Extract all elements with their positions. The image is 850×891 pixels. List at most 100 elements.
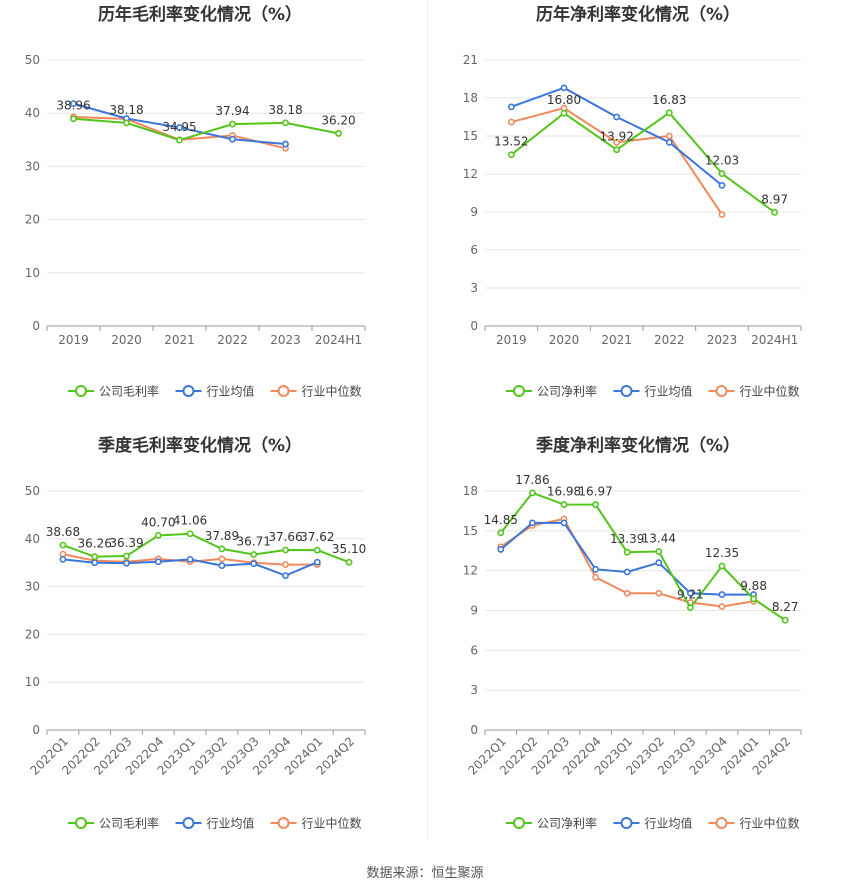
data-point-avg bbox=[91, 559, 99, 567]
data-point-company bbox=[781, 616, 789, 624]
data-point-company bbox=[91, 553, 99, 561]
x-tick-label: 2020 bbox=[549, 333, 580, 347]
legend-item-company: 公司毛利率 bbox=[68, 816, 159, 831]
legend-item-company: 公司净利率 bbox=[506, 384, 597, 399]
series-line-company bbox=[500, 491, 786, 622]
legend-label: 行业中位数 bbox=[302, 816, 362, 831]
chart-title: 历年净利率变化情况（%） bbox=[536, 4, 740, 25]
chart-title: 历年毛利率变化情况（%） bbox=[98, 4, 302, 25]
y-tick-label: 10 bbox=[25, 266, 40, 280]
data-label: 16.83 bbox=[652, 93, 686, 107]
data-point-avg bbox=[718, 591, 726, 598]
data-point-company bbox=[613, 146, 621, 154]
data-point-median bbox=[665, 132, 673, 140]
data-point-avg bbox=[665, 138, 673, 146]
data-label: 34.95 bbox=[162, 120, 196, 134]
data-point-company bbox=[686, 604, 694, 612]
y-tick-label: 0 bbox=[32, 319, 40, 333]
data-label: 13.44 bbox=[642, 532, 676, 546]
data-point-avg bbox=[59, 555, 67, 563]
data-label: 8.27 bbox=[772, 600, 799, 614]
data-label: 16.98 bbox=[547, 485, 581, 499]
chart-panel-annual-net: 历年净利率变化情况（%） 0 3 6 9 12 15 18 21 2019 2020 2021 2022… bbox=[428, 0, 850, 430]
legend-marker bbox=[75, 385, 87, 397]
data-point-company bbox=[560, 501, 568, 508]
legend-marker bbox=[620, 385, 633, 397]
y-tick-label: 50 bbox=[25, 484, 40, 498]
y-tick-label: 40 bbox=[25, 106, 40, 120]
data-point-median bbox=[655, 589, 663, 597]
y-tick-label: 12 bbox=[463, 167, 478, 181]
legend-item-avg: 行业均值 bbox=[175, 384, 255, 399]
data-point-avg bbox=[623, 568, 631, 576]
data-point-avg bbox=[507, 103, 515, 111]
data-label: 38.68 bbox=[46, 525, 80, 539]
legend-item-median: 行业中位数 bbox=[270, 384, 362, 399]
data-point-avg bbox=[655, 559, 663, 567]
quarterly-net-chart: 季度净利率变化情况（%）03691215182022Q12022Q22022Q3… bbox=[463, 435, 802, 831]
series-line-company bbox=[510, 111, 776, 214]
data-point-median bbox=[718, 603, 726, 610]
data-label: 13.92 bbox=[599, 130, 633, 144]
data-point-avg bbox=[70, 100, 77, 108]
data-point-company bbox=[218, 545, 226, 553]
data-label: 35.10 bbox=[332, 542, 366, 556]
data-point-median bbox=[592, 573, 599, 581]
data-point-company bbox=[750, 595, 757, 603]
data-point-median bbox=[59, 550, 67, 558]
series-line-median bbox=[511, 107, 723, 216]
annual-net-chart: 历年净利率变化情况（%） 0 3 6 9 12 15 18 21 2019 2020 2021 2022… bbox=[463, 4, 802, 399]
data-point-company bbox=[229, 120, 236, 128]
legend-item-avg: 行业均值 bbox=[175, 816, 255, 831]
data-point-company bbox=[718, 562, 726, 570]
legend-item-median: 行业中位数 bbox=[708, 384, 800, 399]
y-tick-label: 50 bbox=[25, 53, 40, 67]
data-point-company bbox=[59, 541, 67, 549]
data-source-note: 数据来源：恒生聚源 bbox=[366, 866, 484, 881]
data-point-company bbox=[345, 558, 353, 566]
legend-marker bbox=[715, 385, 728, 397]
legend-marker bbox=[277, 385, 290, 397]
data-point-median bbox=[613, 138, 621, 146]
data-point-company bbox=[665, 109, 673, 117]
y-tick-label: 9 bbox=[470, 205, 478, 219]
legend-marker bbox=[715, 817, 728, 829]
data-label: 40.70 bbox=[141, 515, 175, 529]
legend-label: 行业均值 bbox=[207, 384, 255, 399]
y-tick-label: 10 bbox=[25, 675, 40, 689]
y-tick-label: 12 bbox=[463, 564, 478, 578]
data-point-company bbox=[497, 529, 505, 537]
legend-label: 公司毛利率 bbox=[99, 384, 159, 399]
legend-marker bbox=[277, 817, 290, 829]
x-tick-label: 2021 bbox=[601, 333, 632, 347]
chart-title: 季度毛利率变化情况（%） bbox=[98, 435, 302, 456]
data-point-company bbox=[529, 489, 536, 497]
data-point-median bbox=[623, 589, 631, 597]
data-point-company bbox=[250, 551, 258, 558]
x-tick-label: 2023 bbox=[270, 333, 301, 347]
x-tick-label: 2019 bbox=[58, 333, 89, 347]
y-tick-label: 40 bbox=[25, 532, 40, 546]
legend-label: 行业中位数 bbox=[740, 384, 800, 399]
legend-item-median: 行业中位数 bbox=[708, 816, 800, 831]
y-tick-label: 15 bbox=[463, 524, 478, 538]
series-line-company bbox=[73, 117, 339, 142]
data-label: 17.86 bbox=[515, 473, 549, 487]
y-tick-label: 0 bbox=[32, 723, 40, 737]
data-point-company bbox=[718, 170, 726, 178]
y-tick-label: 15 bbox=[463, 129, 478, 143]
x-tick-label: 2020 bbox=[111, 333, 142, 347]
data-point-avg bbox=[529, 519, 536, 527]
legend-label: 公司净利率 bbox=[537, 384, 597, 399]
legend-label: 行业均值 bbox=[207, 816, 255, 831]
data-point-company bbox=[335, 130, 342, 137]
y-tick-label: 21 bbox=[463, 53, 478, 67]
legend-marker bbox=[620, 817, 633, 829]
chart-title: 季度净利率变化情况（%） bbox=[536, 435, 740, 456]
data-point-company bbox=[176, 136, 183, 144]
data-label: 38.18 bbox=[268, 103, 302, 117]
series-line-company bbox=[62, 532, 350, 564]
data-point-avg bbox=[497, 546, 505, 553]
data-label: 8.97 bbox=[761, 192, 788, 206]
data-label: 38.18 bbox=[109, 103, 143, 117]
